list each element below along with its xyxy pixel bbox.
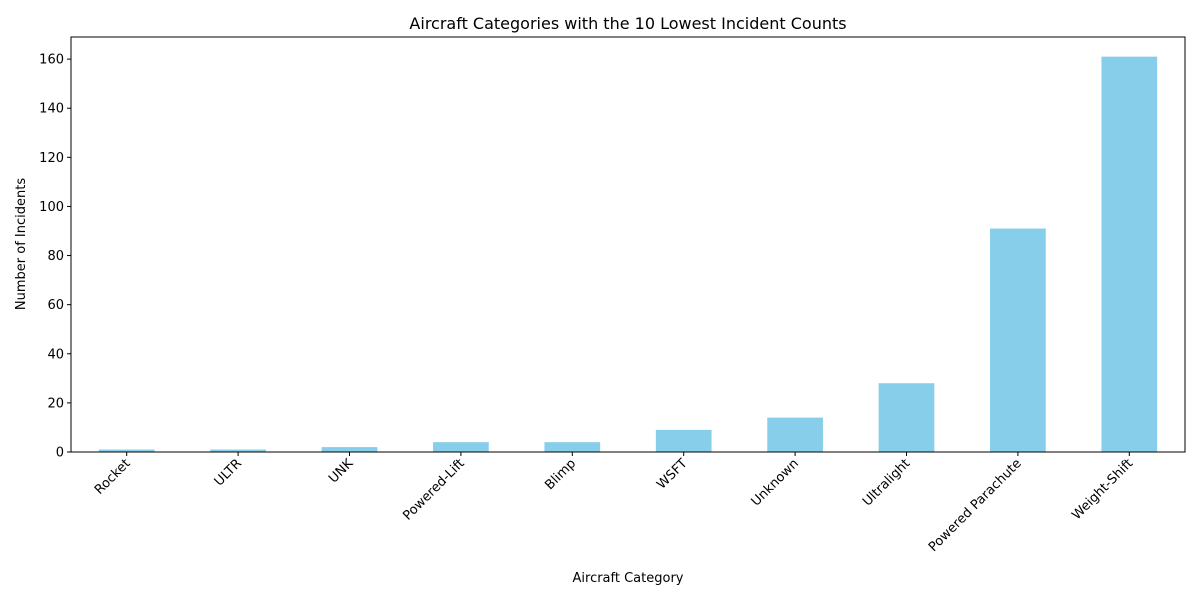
y-tick-label: 160 bbox=[39, 53, 64, 68]
x-tick-label: Rocket bbox=[92, 456, 134, 498]
x-tick-label: Ultralight bbox=[860, 456, 913, 509]
y-tick-label: 60 bbox=[47, 298, 64, 313]
axes-layer bbox=[70, 36, 1186, 453]
chart-title: Aircraft Categories with the 10 Lowest I… bbox=[409, 14, 846, 33]
x-tick-label: UNK bbox=[326, 456, 357, 487]
x-tick-label: Blimp bbox=[542, 456, 579, 493]
bar bbox=[544, 442, 601, 452]
bar bbox=[1101, 56, 1158, 452]
y-tick-label: 0 bbox=[56, 446, 64, 461]
x-tick-label: WSFT bbox=[654, 456, 690, 492]
bar bbox=[210, 449, 266, 452]
y-axis-label: Number of Incidents bbox=[14, 178, 29, 310]
bar bbox=[878, 383, 935, 452]
y-tick-label: 100 bbox=[39, 200, 64, 215]
y-tick-label: 20 bbox=[47, 396, 64, 411]
x-axis-label: Aircraft Category bbox=[573, 571, 684, 586]
bar bbox=[98, 449, 155, 452]
x-tick-label: Weight-Shift bbox=[1069, 456, 1136, 523]
bar bbox=[655, 429, 712, 452]
bars-layer bbox=[98, 56, 1158, 452]
x-tick-label: Unknown bbox=[749, 456, 802, 509]
bar bbox=[767, 417, 823, 452]
bar bbox=[433, 442, 489, 452]
bar bbox=[990, 228, 1046, 452]
y-tick-label: 120 bbox=[39, 151, 64, 166]
x-tick-label: Powered Parachute bbox=[926, 456, 1025, 555]
y-tick-label: 140 bbox=[39, 102, 64, 117]
plot-frame bbox=[70, 36, 1186, 453]
y-tick-label: 40 bbox=[47, 347, 64, 362]
bar bbox=[321, 447, 378, 452]
x-tick-label: ULTR bbox=[212, 456, 245, 489]
x-axis-ticks: Rocket ULTR UNK Powered-Lift Blimp WSFT Unknow… bbox=[92, 452, 1136, 555]
y-tick-label: 80 bbox=[47, 249, 64, 264]
y-axis-ticks: 0 20 40 60 80 100 120 140 160 bbox=[39, 53, 71, 461]
x-tick-label: Powered-Lift bbox=[400, 456, 467, 523]
